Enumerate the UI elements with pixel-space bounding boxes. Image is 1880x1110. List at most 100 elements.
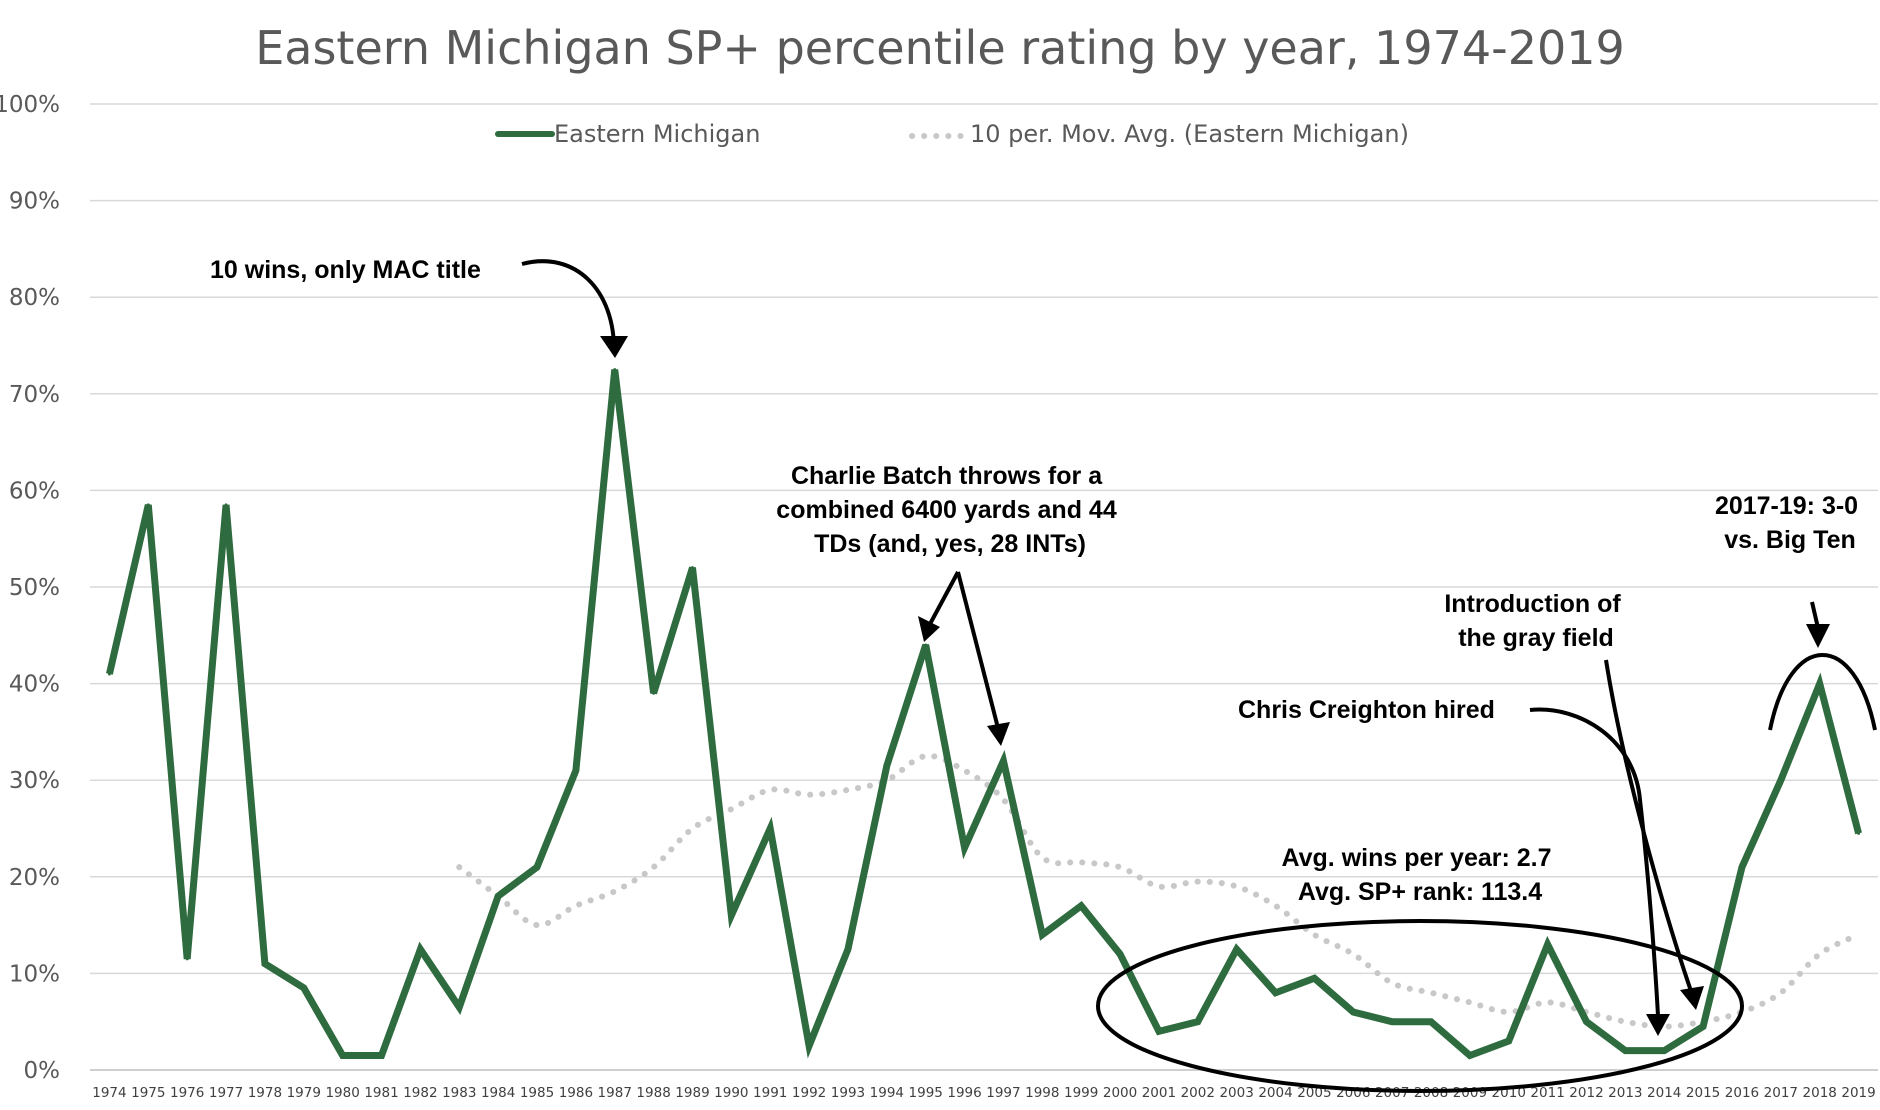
y-tick-label: 30% [9,768,60,794]
annotation-arrow-big-ten [1810,601,1820,629]
data-point [729,913,733,917]
data-point [535,865,539,869]
data-point [1546,942,1550,946]
data-point [1662,1049,1666,1053]
x-tick-label: 1978 [248,1085,282,1101]
annotation-mac-title: 10 wins, only MAC title [210,256,481,284]
data-point [1040,933,1044,937]
arrowhead-creighton [1646,1014,1670,1036]
y-tick-label: 20% [9,865,60,891]
x-tick-label: 1980 [325,1085,359,1101]
x-tick-label: 1991 [753,1085,787,1101]
data-point [690,566,694,570]
data-point [302,986,306,990]
y-tick-label: 100% [0,92,60,118]
annotation-arrow-gray-field [1604,659,1694,995]
data-point [1157,1029,1161,1033]
series-group [106,368,1862,1060]
x-tick-label: 1990 [714,1085,748,1101]
annotation-arrow-creighton [1529,707,1660,1017]
legend: Eastern Michigan 10 per. Mov. Avg. (East… [495,120,1409,148]
annotation-creighton: Chris Creighton hired [1238,696,1495,724]
data-point [1274,991,1278,995]
x-tick-label: 2004 [1258,1085,1292,1101]
data-point [1001,759,1005,763]
data-point [1429,1020,1433,1024]
data-point [1740,865,1744,869]
x-tick-label: 1986 [559,1085,593,1101]
x-tick-label: 2009 [1453,1085,1487,1101]
x-axis-ticks: 1974 1975 1976 1977 1978 1979 1980 1981 1982 1983… [92,1085,1875,1101]
data-point [885,764,889,768]
data-point [924,643,928,647]
x-tick-label: 2015 [1686,1085,1720,1101]
arrowhead-big-ten [1806,624,1830,648]
x-tick-label: 1983 [442,1085,476,1101]
y-tick-label: 10% [9,961,60,987]
data-point [1312,976,1316,980]
data-point [457,1005,461,1009]
annotation-averages: Avg. wins per year: 2.7 Avg. SP+ rank: 1… [1282,844,1559,906]
x-tick-label: 1994 [870,1085,904,1101]
x-tick-label: 2016 [1725,1085,1759,1101]
arrowhead-batch-1997 [987,722,1010,746]
x-tick-label: 2008 [1414,1085,1448,1101]
data-point [574,769,578,773]
data-point [807,1044,811,1048]
data-point [1818,682,1822,686]
annotation-arrow-batch-1997 [956,571,1000,729]
x-tick-label: 2011 [1530,1085,1564,1101]
arrowhead-gray-field [1680,986,1704,1010]
data-point [1507,1039,1511,1043]
x-tick-label: 1976 [170,1085,204,1101]
series-line-eastern-michigan [106,369,1862,1060]
x-tick-label: 2014 [1647,1085,1681,1101]
data-point [341,1054,345,1058]
data-point [1079,904,1083,908]
x-tick-label: 2019 [1841,1085,1875,1101]
x-tick-label: 2003 [1219,1085,1253,1101]
x-tick-label: 1981 [364,1085,398,1101]
y-tick-label: 80% [9,285,60,311]
data-point [1584,1020,1588,1024]
y-tick-label: 70% [9,382,60,408]
x-tick-label: 1985 [520,1085,554,1101]
annotation-big-ten: 2017-19: 3-0 vs. Big Ten [1715,492,1865,554]
data-point [1779,778,1783,782]
x-tick-label: 1984 [481,1085,515,1101]
data-point [1351,1010,1355,1014]
x-tick-label: 2018 [1803,1085,1837,1101]
data-point [1468,1054,1472,1058]
y-tick-label: 90% [9,189,60,215]
annotation-batch: Charlie Batch throws for a combined 6400… [776,462,1123,558]
data-point [1390,1020,1394,1024]
x-tick-label: 1977 [209,1085,243,1101]
annotation-arrow-mac-title [521,259,617,353]
x-tick-label: 2002 [1181,1085,1215,1101]
annotation-arc-big-ten [1768,653,1877,731]
annotation-gray-field: Introduction of the gray field [1444,590,1627,652]
x-tick-label: 1999 [1064,1085,1098,1101]
data-point [380,1054,384,1058]
data-point [613,368,617,372]
legend-label-moving-average: 10 per. Mov. Avg. (Eastern Michigan) [970,120,1409,148]
x-tick-label: 1988 [636,1085,670,1101]
x-tick-label: 1995 [909,1085,943,1101]
data-point [185,957,189,961]
x-tick-label: 2001 [1142,1085,1176,1101]
data-point [224,503,228,507]
data-point [1118,952,1122,956]
data-point [496,894,500,898]
data-point [1701,1025,1705,1029]
data-point [1235,947,1239,951]
arrowhead-mac-title [600,336,628,358]
x-tick-label: 1982 [403,1085,437,1101]
x-tick-label: 2017 [1764,1085,1798,1101]
x-tick-label: 1992 [792,1085,826,1101]
y-axis-ticks: 0% 10% 20% 30% 40% 50% 60% 70% 80% 90% 100% [0,92,60,1084]
data-point [263,962,267,966]
arrowhead-batch-1995 [918,616,940,642]
x-tick-label: 1979 [287,1085,321,1101]
x-tick-label: 1974 [92,1085,126,1101]
x-tick-label: 1989 [675,1085,709,1101]
